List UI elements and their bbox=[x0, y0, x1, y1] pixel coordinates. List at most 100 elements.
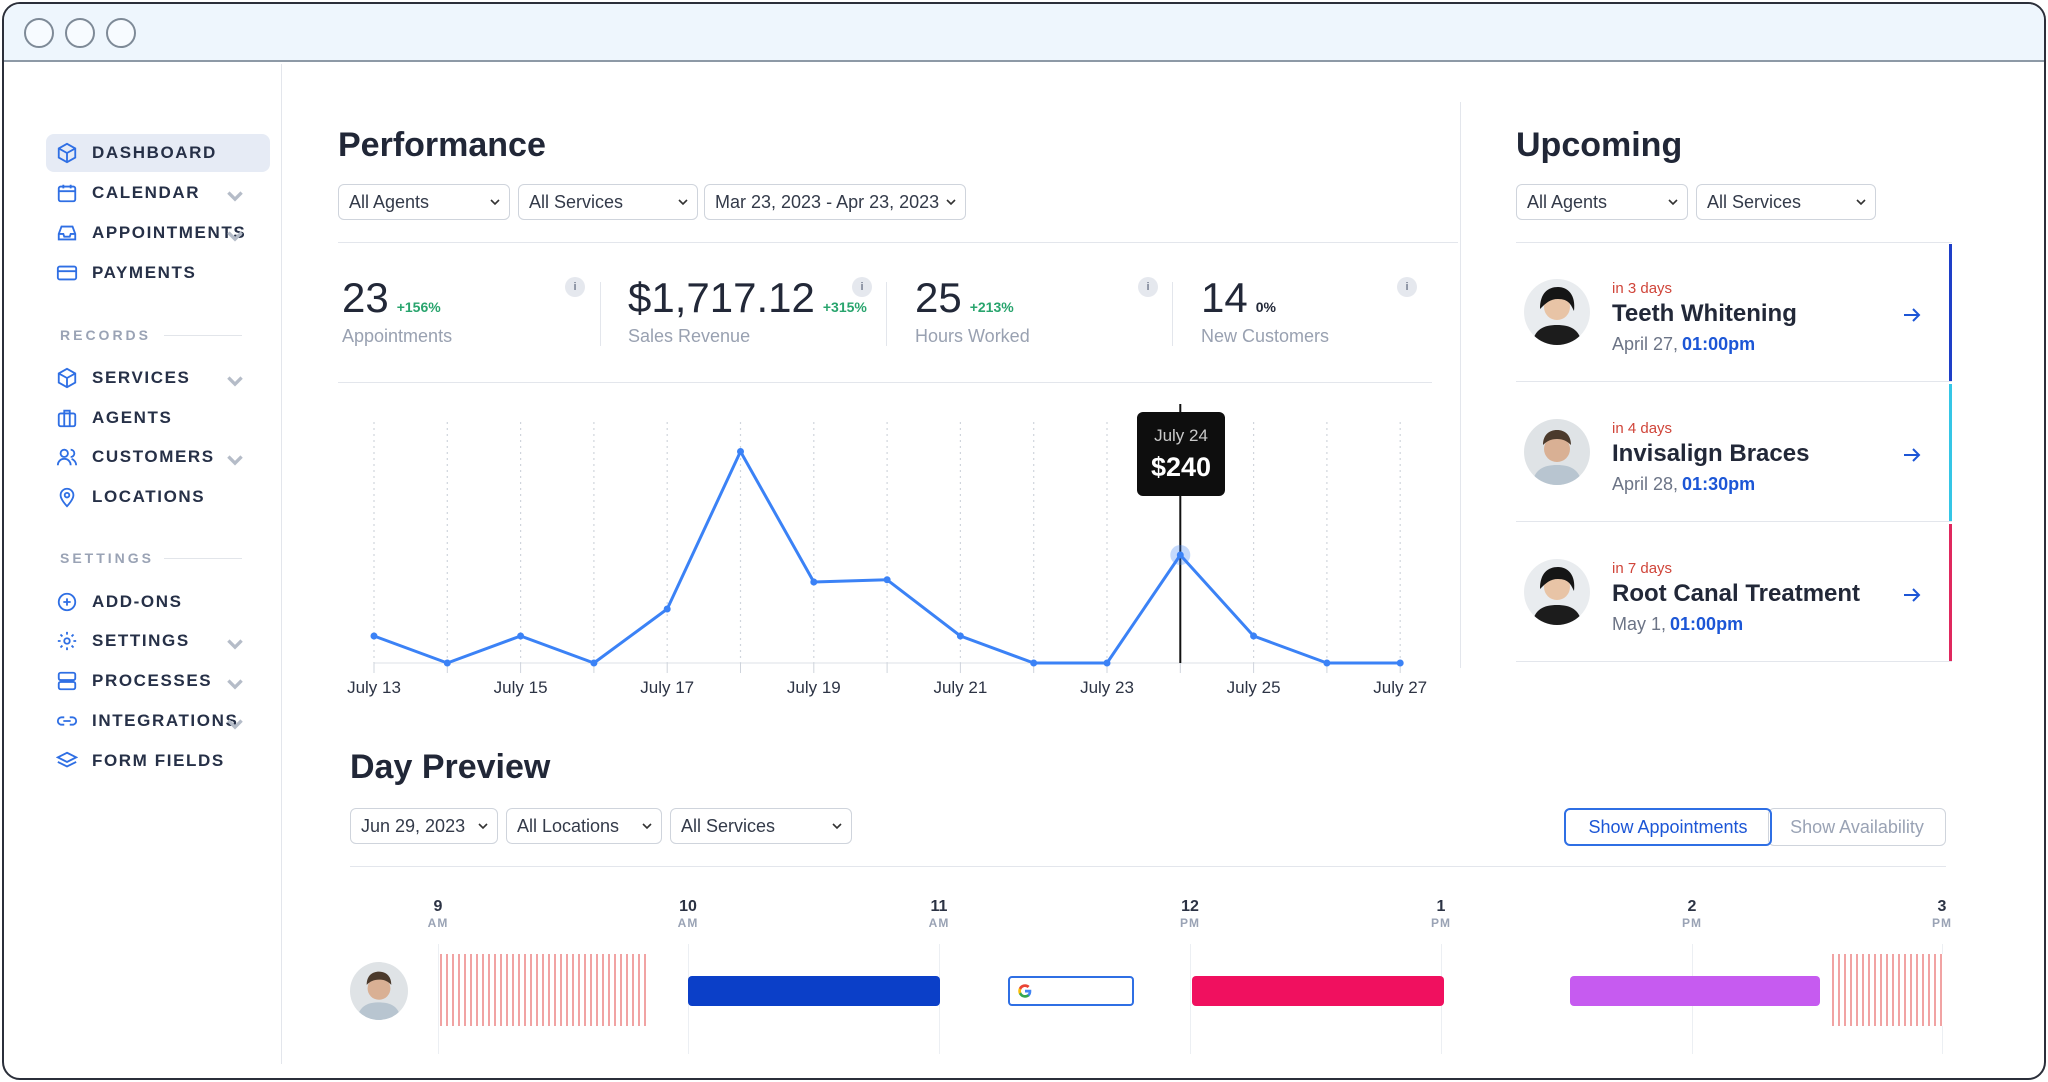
hour-period: AM bbox=[928, 916, 950, 930]
appointment-block[interactable] bbox=[1192, 976, 1444, 1006]
avatar bbox=[1524, 559, 1590, 625]
sidebar-item-agents[interactable]: AGENTS bbox=[46, 399, 270, 437]
arrow-right-icon[interactable] bbox=[1902, 307, 1922, 323]
chart-x-tick-label: July 13 bbox=[347, 678, 401, 697]
select-value: All Services bbox=[529, 191, 624, 212]
timeline-hour-label: 9 AM bbox=[418, 898, 458, 930]
due-label: in 4 days bbox=[1612, 420, 1673, 437]
select-value: All Locations bbox=[517, 815, 620, 836]
sidebar-item-payments[interactable]: PAYMENTS bbox=[46, 254, 270, 292]
chart-point bbox=[663, 605, 671, 613]
divider bbox=[164, 558, 242, 559]
date-range-select[interactable]: Mar 23, 2023 - Apr 23, 2023 bbox=[704, 184, 966, 220]
agents-filter-select[interactable]: All Agents bbox=[338, 184, 510, 220]
metric-label: Hours Worked bbox=[915, 326, 1030, 346]
sidebar-item-label: DASHBOARD bbox=[92, 143, 217, 162]
sidebar-item-label: CUSTOMERS bbox=[92, 447, 215, 466]
timeline-hour-label: 1 PM bbox=[1421, 898, 1461, 930]
show-appointments-button[interactable]: Show Appointments bbox=[1564, 808, 1772, 846]
hour-number: 9 bbox=[433, 898, 443, 915]
info-icon[interactable]: i bbox=[565, 277, 585, 297]
sidebar-item-integrations[interactable]: INTEGRATIONS bbox=[46, 702, 270, 740]
upcoming-appointment-card[interactable]: in 4 days Invisalign Braces April 28, 01:… bbox=[1516, 384, 1952, 522]
select-value: All Agents bbox=[1527, 191, 1608, 212]
calendar-icon bbox=[57, 184, 77, 203]
upcoming-appointment-card[interactable]: in 3 days Teeth Whitening April 27, 01:00… bbox=[1516, 244, 1952, 382]
metric-value: 14 bbox=[1201, 274, 1248, 321]
info-icon[interactable]: i bbox=[852, 277, 872, 297]
section-heading-records: RECORDS bbox=[60, 327, 152, 343]
chart-x-tick-label: July 23 bbox=[1080, 678, 1134, 697]
window-minimize-button[interactable] bbox=[65, 18, 95, 48]
divider bbox=[1172, 282, 1173, 346]
sidebar-item-label: FORM FIELDS bbox=[92, 751, 225, 770]
metric-change: +315% bbox=[822, 299, 867, 315]
appointment-date: April 27, bbox=[1612, 334, 1679, 354]
sidebar-item-settings[interactable]: SETTINGS bbox=[46, 622, 270, 660]
unavailable-time-block bbox=[440, 954, 646, 1026]
window-maximize-button[interactable] bbox=[106, 18, 136, 48]
sidebar-item-customers[interactable]: CUSTOMERS bbox=[46, 438, 270, 476]
sidebar-item-form-fields[interactable]: FORM FIELDS bbox=[46, 742, 270, 780]
divider bbox=[1460, 102, 1461, 668]
gear-icon bbox=[57, 631, 77, 651]
day-preview-title: Day Preview bbox=[350, 748, 551, 786]
info-icon[interactable]: i bbox=[1397, 277, 1417, 297]
cube-icon bbox=[57, 367, 77, 389]
sidebar-item-label: LOCATIONS bbox=[92, 487, 206, 506]
chart-x-tick-label: July 19 bbox=[787, 678, 841, 697]
title-bar bbox=[4, 4, 2044, 62]
sidebar-item-services[interactable]: SERVICES bbox=[46, 359, 270, 397]
hour-number: 2 bbox=[1687, 898, 1697, 915]
select-value: Mar 23, 2023 - Apr 23, 2023 bbox=[715, 191, 940, 212]
divider bbox=[600, 282, 601, 346]
metric-value: $1,717.12 bbox=[628, 274, 815, 321]
hour-number: 3 bbox=[1937, 898, 1947, 915]
chevron-down-icon bbox=[478, 823, 488, 830]
upcoming-services-select[interactable]: All Services bbox=[1696, 184, 1876, 220]
sidebar-item-calendar[interactable]: CALENDAR bbox=[46, 174, 270, 212]
info-icon[interactable]: i bbox=[1138, 277, 1158, 297]
sidebar-item-label: ADD-ONS bbox=[92, 592, 183, 611]
sidebar-item-locations[interactable]: LOCATIONS bbox=[46, 478, 270, 516]
metric-label: Sales Revenue bbox=[628, 326, 751, 346]
chart-point bbox=[1103, 659, 1111, 667]
chevron-down-icon bbox=[832, 823, 842, 830]
appointment-block[interactable] bbox=[688, 976, 940, 1006]
performance-title: Performance bbox=[338, 126, 546, 164]
google-event-block[interactable] bbox=[1008, 976, 1134, 1006]
day-services-select[interactable]: All Services bbox=[670, 808, 852, 844]
chevron-down-icon bbox=[227, 191, 243, 202]
cube-icon bbox=[57, 142, 77, 164]
arrow-right-icon[interactable] bbox=[1902, 587, 1922, 603]
chart-x-tick-label: July 27 bbox=[1373, 678, 1427, 697]
appointment-block[interactable] bbox=[1570, 976, 1820, 1006]
briefcase-icon bbox=[57, 409, 77, 428]
day-date-select[interactable]: Jun 29, 2023 bbox=[350, 808, 498, 844]
sidebar-item-processes[interactable]: PROCESSES bbox=[46, 662, 270, 700]
arrow-right-icon[interactable] bbox=[1902, 447, 1922, 463]
chart-point bbox=[590, 659, 598, 667]
map-pin-icon bbox=[59, 487, 75, 508]
locations-select[interactable]: All Locations bbox=[506, 808, 662, 844]
sidebar-item-label: PROCESSES bbox=[92, 671, 213, 690]
sidebar-item-add-ons[interactable]: ADD-ONS bbox=[46, 583, 270, 621]
divider bbox=[1516, 242, 1952, 243]
link-icon bbox=[56, 716, 78, 726]
metric-label: Appointments bbox=[342, 326, 453, 346]
chevron-down-icon bbox=[946, 199, 956, 206]
appointment-title: Root Canal Treatment bbox=[1612, 580, 1861, 607]
upcoming-agents-select[interactable]: All Agents bbox=[1516, 184, 1688, 220]
show-availability-button[interactable]: Show Availability bbox=[1768, 808, 1946, 846]
sidebar-item-appointments[interactable]: APPOINTMENTS bbox=[46, 214, 270, 252]
services-filter-select[interactable]: All Services bbox=[518, 184, 698, 220]
upcoming-title: Upcoming bbox=[1516, 126, 1683, 164]
window-close-button[interactable] bbox=[24, 18, 54, 48]
unavailable-time-block bbox=[1832, 954, 1944, 1026]
appointment-when: April 28, 01:30pm bbox=[1612, 474, 1755, 495]
users-icon bbox=[56, 448, 78, 466]
due-label: in 3 days bbox=[1612, 280, 1673, 297]
sidebar-item-dashboard[interactable]: DASHBOARD bbox=[46, 134, 270, 172]
chart-x-tick-label: July 25 bbox=[1227, 678, 1281, 697]
upcoming-appointment-card[interactable]: in 7 days Root Canal Treatment May 1, 01:… bbox=[1516, 524, 1952, 662]
